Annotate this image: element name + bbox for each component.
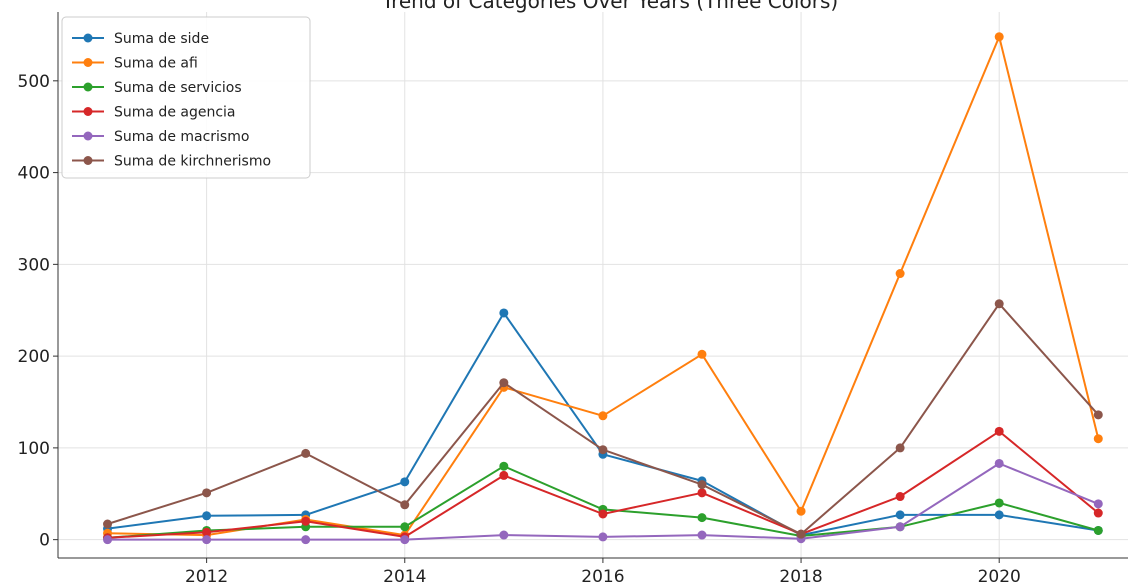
- y-tick-label: 300: [18, 255, 50, 275]
- legend-item: Suma de afi: [72, 56, 198, 72]
- y-tick-label: 500: [18, 72, 50, 92]
- data-point: [103, 519, 113, 529]
- data-point: [994, 426, 1004, 436]
- data-point: [499, 470, 509, 480]
- legend-item: Suma de servicios: [72, 80, 242, 96]
- legend-item: Suma de macrismo: [72, 129, 249, 145]
- data-point: [1093, 410, 1103, 420]
- series-layer: [103, 32, 1103, 545]
- legend-swatch-marker: [83, 33, 93, 43]
- data-point: [400, 522, 410, 532]
- data-point: [994, 498, 1004, 508]
- data-point: [202, 527, 212, 537]
- data-point: [499, 378, 509, 388]
- legend-item: Suma de side: [72, 31, 209, 47]
- data-point: [994, 32, 1004, 42]
- data-point: [202, 535, 212, 545]
- x-tick-label: 2020: [978, 567, 1021, 587]
- x-tick-label: 2012: [185, 567, 228, 587]
- y-tick-label: 0: [39, 531, 50, 551]
- data-point: [697, 349, 707, 359]
- legend-swatch-marker: [83, 82, 93, 92]
- legend-label: Suma de servicios: [114, 80, 242, 96]
- data-point: [1093, 434, 1103, 444]
- data-point: [301, 535, 311, 545]
- data-point: [994, 510, 1004, 520]
- data-point: [598, 532, 608, 542]
- legend-swatch-marker: [83, 131, 93, 141]
- chart-title: Trend of Categories Over Years (Three Co…: [381, 0, 838, 13]
- x-tick-label: 2018: [779, 567, 822, 587]
- data-point: [796, 506, 806, 516]
- data-point: [301, 448, 311, 458]
- data-point: [202, 511, 212, 521]
- data-point: [697, 480, 707, 490]
- legend: Suma de side Suma de afi Suma de servicios…: [61, 16, 311, 179]
- y-tick-label: 100: [18, 439, 50, 459]
- legend-label: Suma de afi: [114, 56, 198, 72]
- x-tick-label: 2016: [581, 567, 624, 587]
- data-point: [1093, 499, 1103, 509]
- data-point: [895, 269, 905, 279]
- data-point: [400, 535, 410, 545]
- data-point: [499, 461, 509, 471]
- data-point: [400, 500, 410, 510]
- data-point: [895, 522, 905, 532]
- legend-swatch-marker: [83, 58, 93, 67]
- axes-layer: 0 100 200 300 400 500 2012 2014 2016 2018 2020: [18, 12, 1128, 587]
- data-point: [499, 308, 509, 318]
- data-point: [1093, 508, 1103, 518]
- data-point: [895, 510, 905, 520]
- legend-label: Suma de agencia: [114, 105, 236, 121]
- legend-label: Suma de side: [114, 31, 209, 47]
- data-point: [202, 488, 212, 498]
- data-point: [598, 445, 608, 455]
- x-tick-label: 2014: [383, 567, 426, 587]
- data-point: [301, 516, 311, 526]
- y-tick-label: 200: [18, 347, 50, 367]
- data-point: [598, 509, 608, 519]
- data-point: [895, 443, 905, 453]
- legend-swatch-marker: [83, 156, 93, 165]
- legend-label: Suma de kirchnerismo: [114, 154, 271, 170]
- data-point: [796, 529, 806, 539]
- data-point: [994, 458, 1004, 468]
- data-point: [499, 530, 509, 540]
- y-tick-label: 400: [18, 164, 50, 184]
- legend-swatch-marker: [83, 107, 93, 116]
- data-point: [1093, 525, 1103, 535]
- legend-item: Suma de agencia: [72, 105, 236, 121]
- legend-item: Suma de kirchnerismo: [72, 154, 271, 170]
- data-point: [697, 513, 707, 523]
- legend-box: [61, 16, 311, 179]
- data-point: [697, 488, 707, 498]
- data-point: [400, 477, 410, 487]
- data-point: [994, 299, 1004, 309]
- series-group: [103, 299, 1103, 539]
- data-point: [697, 530, 707, 540]
- legend-label: Suma de macrismo: [114, 129, 249, 145]
- data-point: [598, 411, 608, 421]
- data-point: [895, 492, 905, 502]
- data-point: [103, 535, 113, 545]
